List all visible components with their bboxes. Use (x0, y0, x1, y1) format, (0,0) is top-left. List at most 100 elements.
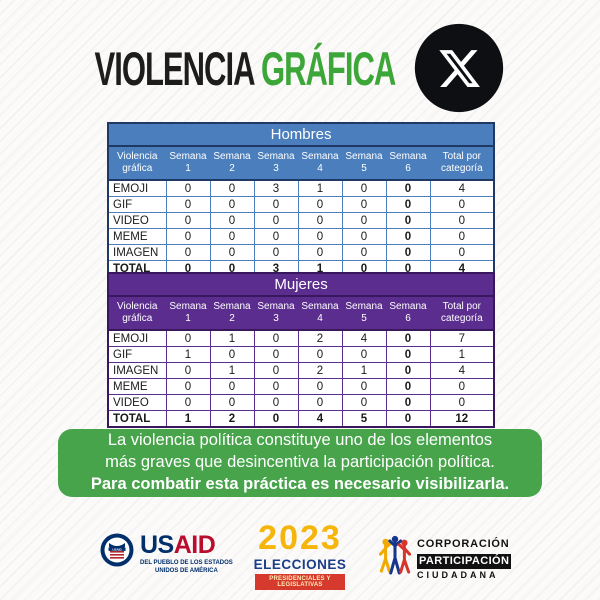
column-header: Semana 4 (297, 296, 342, 331)
usaid-logo: USAID USAID DEL PUEBLO DE LOS ESTADOS UN… (100, 533, 233, 575)
column-header-row: Violencia gráfica Semana 1 Semana 2 Semana … (107, 296, 495, 331)
cell-value: 4 (297, 410, 343, 428)
usaid-seal-icon: USAID (100, 533, 134, 572)
cell-value: 0 (165, 378, 211, 395)
participacion-ciudadana-logo: CORPORACIÓN PARTICIPACIÓN CIUDADANA (378, 533, 512, 586)
cell-value: 4 (341, 329, 387, 347)
table-row: MEME 0 0 0 0 0 0 0 (107, 378, 495, 395)
cell-value: 0 (165, 228, 211, 245)
cell-value: 0 (209, 244, 255, 261)
cpc-text: CORPORACIÓN PARTICIPACIÓN CIUDADANA (417, 537, 512, 582)
cell-value: 1 (209, 362, 255, 379)
cell-value: 0 (165, 196, 211, 213)
cell-value: 0 (253, 244, 299, 261)
cell-value: 2 (297, 362, 343, 379)
cell-value: 0 (341, 212, 387, 229)
row-label: IMAGEN (107, 362, 167, 379)
column-header: Violencia gráfica (107, 296, 166, 331)
page-title: VIOLENCIA GRÁFICA (95, 41, 397, 96)
row-label: MEME (107, 378, 167, 395)
message-box: La violencia política constituye uno de … (58, 429, 542, 497)
cell-value: 0 (253, 378, 299, 395)
column-header: Total por categoría (429, 146, 495, 181)
page-title-box: VIOLENCIA GRÁFICA (95, 22, 397, 114)
cell-value: 1 (165, 346, 211, 363)
cell-value: 7 (429, 329, 495, 347)
cell-value: 0 (165, 212, 211, 229)
cell-value: 0 (385, 329, 431, 347)
cell-value: 0 (429, 378, 495, 395)
cell-value: 0 (165, 244, 211, 261)
cell-value: 0 (253, 410, 299, 428)
table-hombres: Hombres Violencia gráfica Semana 1 Semana 2… (107, 122, 496, 278)
column-header-row: Violencia gráfica Semana 1 Semana 2 Semana … (107, 146, 495, 181)
cell-value: 2 (297, 329, 343, 347)
cell-value: 0 (297, 212, 343, 229)
cpc-line3: CIUDADANA (417, 570, 499, 581)
table-row: GIF 0 0 0 0 0 0 0 (107, 196, 495, 213)
cell-value: 0 (341, 228, 387, 245)
cell-value: 0 (165, 362, 211, 379)
cell-value: 0 (385, 228, 431, 245)
cell-value: 0 (341, 378, 387, 395)
cell-value: 0 (385, 394, 431, 411)
cell-value: 0 (209, 196, 255, 213)
cell-value: 0 (297, 196, 343, 213)
cell-value: 1 (429, 346, 495, 363)
cell-value: 4 (429, 179, 495, 197)
column-header: Semana 3 (253, 146, 298, 181)
cell-value: 0 (297, 346, 343, 363)
cell-value: 0 (341, 244, 387, 261)
table-row: EMOJI 0 0 3 1 0 0 4 (107, 179, 495, 197)
cell-value: 0 (165, 179, 211, 197)
table-title: Hombres (108, 123, 495, 147)
cell-value: 0 (385, 362, 431, 379)
column-header: Total por categoría (429, 296, 495, 331)
svg-text:USAID: USAID (112, 547, 122, 551)
cell-value: 0 (165, 394, 211, 411)
cell-value: 0 (341, 179, 387, 197)
elecciones-subtitle: PRESIDENCIALES Y LEGISLATIVAS (255, 574, 345, 590)
row-label: EMOJI (107, 329, 167, 347)
cell-value: 0 (429, 244, 495, 261)
cell-value: 0 (253, 394, 299, 411)
cell-value: 0 (209, 394, 255, 411)
cell-value: 3 (253, 179, 299, 197)
cell-value: 1 (341, 362, 387, 379)
usaid-word-us: US (140, 531, 174, 559)
usaid-text: USAID DEL PUEBLO DE LOS ESTADOS UNIDOS D… (140, 533, 233, 575)
cell-value: 0 (253, 362, 299, 379)
column-header: Violencia gráfica (107, 146, 166, 181)
cell-value: 0 (209, 212, 255, 229)
elecciones-title: ELECCIONES (253, 557, 347, 572)
cell-value: 2 (209, 410, 255, 428)
cell-value: 1 (165, 410, 211, 428)
column-header: Semana 2 (209, 296, 254, 331)
cell-value: 0 (385, 410, 431, 428)
table-row: VIDEO 0 0 0 0 0 0 0 (107, 212, 495, 229)
cell-value: 0 (429, 196, 495, 213)
column-header: Semana 4 (297, 146, 342, 181)
x-twitter-logo-icon (413, 22, 505, 114)
row-label: VIDEO (107, 212, 167, 229)
cell-value: 0 (253, 196, 299, 213)
cell-value: 0 (297, 394, 343, 411)
people-figures-icon (378, 533, 412, 586)
elecciones-2023-logo: 2023 ELECCIONES PRESIDENCIALES Y LEGISLA… (252, 521, 348, 590)
cell-value: 0 (429, 228, 495, 245)
row-label: IMAGEN (107, 244, 167, 261)
cell-value: 0 (253, 228, 299, 245)
cell-value: 0 (253, 346, 299, 363)
cell-value: 0 (429, 212, 495, 229)
table-mujeres: Mujeres Violencia gráfica Semana 1 Semana 2… (107, 272, 496, 428)
row-label: GIF (107, 196, 167, 213)
message-line-bold: Para combatir esta práctica es necesario… (90, 474, 510, 493)
row-label: GIF (107, 346, 167, 363)
cell-value: 4 (429, 362, 495, 379)
message-line: La violencia política constituye uno de … (107, 431, 493, 450)
table-row: IMAGEN 0 0 0 0 0 0 0 (107, 244, 495, 261)
column-header: Semana 1 (165, 146, 210, 181)
table-row: TOTAL 1 2 0 4 5 0 12 (107, 410, 495, 428)
cell-value: 0 (385, 179, 431, 197)
